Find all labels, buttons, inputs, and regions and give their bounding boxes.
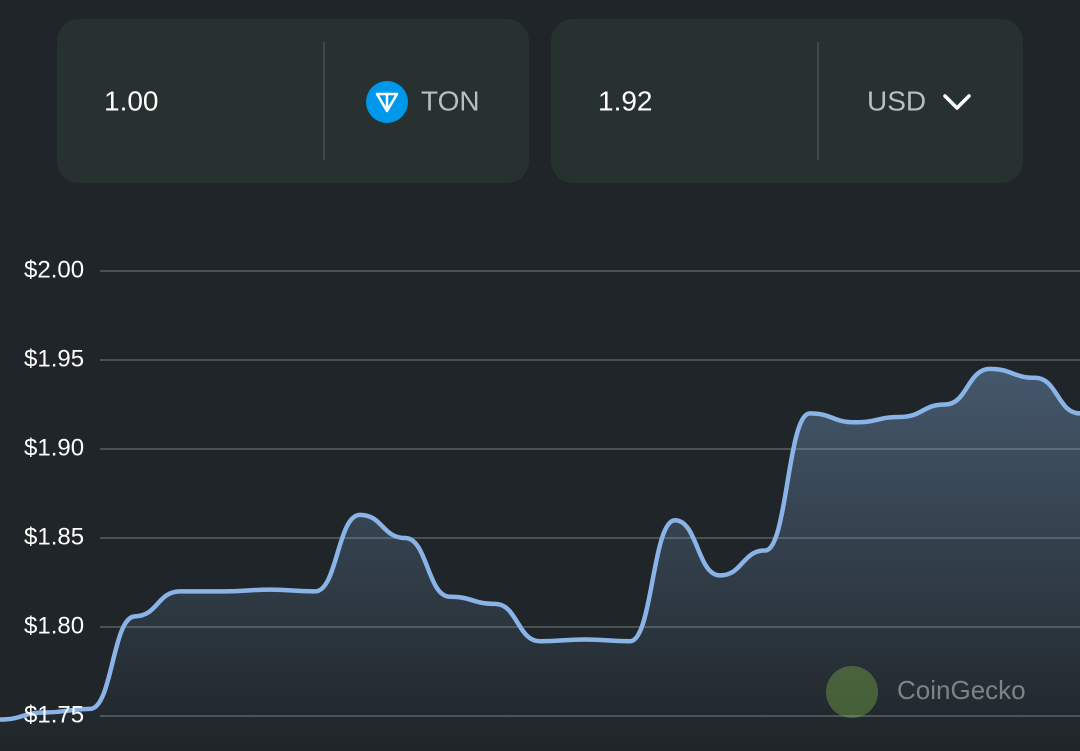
y-tick-label: $1.75 (24, 701, 84, 728)
from-card[interactable] (57, 19, 529, 183)
from-currency[interactable]: TON (421, 85, 480, 116)
ton-glyph (375, 92, 399, 113)
price-chart: $1.75 $1.80 $1.85 $1.90 $1.95 $2.00 CoinGecko (0, 256, 1080, 751)
y-tick-label: $1.80 (24, 612, 84, 639)
y-tick-label: $1.90 (24, 434, 84, 461)
area (0, 368, 1080, 751)
price-line (0, 366, 1080, 722)
y-tick-label: $1.95 (24, 345, 84, 372)
watermark: CoinGecko (897, 675, 1026, 705)
y-tick-label: $2.00 (24, 256, 84, 283)
to-currency[interactable]: USD (867, 85, 926, 116)
to-amount[interactable]: 1.92 (598, 85, 653, 116)
dropdown-arrow[interactable] (943, 94, 971, 110)
from-amount[interactable]: 1.00 (104, 85, 159, 116)
y-tick-label: $1.85 (24, 523, 84, 550)
logo (826, 666, 878, 718)
to-card[interactable] (551, 19, 1023, 183)
